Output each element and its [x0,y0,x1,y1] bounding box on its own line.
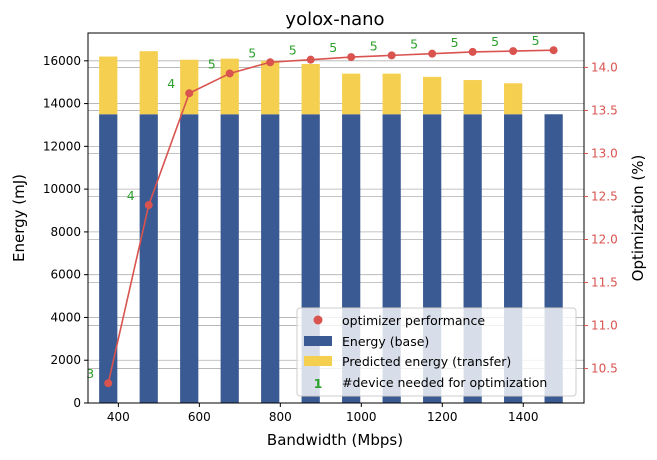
device-count-label: 3 [86,366,94,381]
x-tick-label: 1200 [427,410,458,424]
y-tick-label: 4000 [50,310,81,324]
legend-base-swatch [304,336,332,346]
device-count-label: 5 [410,37,418,52]
device-annotations: 3 4 4 5 5 5 5 5 5 5 5 5 [86,33,539,381]
optimizer-point [225,69,234,78]
bar-transfer [342,73,361,115]
x-tick-label: 1000 [346,410,377,424]
x-tick-label: 400 [107,410,130,424]
bar-transfer [463,80,482,115]
x-axis-label: Bandwidth (Mbps) [267,431,403,449]
device-count-label: 5 [532,33,540,48]
y2-tick-label: 10.5 [591,362,618,376]
y2-tick-label: 13.0 [591,146,618,160]
device-count-label: 5 [370,38,378,53]
bar-base [261,114,280,404]
y-tick-label: 2000 [50,353,81,367]
optimizer-point [266,58,275,67]
y-tick-label: 0 [73,396,81,410]
bar-base [220,114,239,404]
device-count-label: 4 [167,76,175,91]
legend-transfer-swatch [304,356,332,366]
y2-axis-ticks: 10.5 11.0 11.5 12.0 12.5 13.0 13.5 14.0 [584,60,618,376]
y2-tick-label: 12.0 [591,233,618,247]
legend: optimizer performance Energy (base) Pred… [296,307,577,397]
x-tick-label: 600 [188,410,211,424]
legend-entry-base: Energy (base) [342,334,429,349]
y-tick-label: 14000 [43,97,81,111]
optimizer-polyline [107,49,554,384]
device-count-label: 4 [127,188,135,203]
legend-entry-device: #device needed for optimization [342,375,547,390]
y-tick-label: 6000 [50,268,81,282]
optimizer-point [509,47,518,56]
bar-transfer [220,58,239,115]
bar-transfer [382,73,401,115]
y-axis-label: Energy (mJ) [10,174,28,262]
chart-title: yolox-nano [285,9,384,30]
y2-axis-label: Optimization (%) [629,155,647,282]
optimizer-point [306,55,315,64]
optimizer-point [104,379,113,388]
bar-base [99,114,118,404]
optimizer-point [428,49,437,58]
legend-entry-transfer: Predicted energy (transfer) [342,354,511,369]
x-tick-label: 1400 [508,410,539,424]
bar-transfer [301,64,320,115]
optimizer-point [468,47,477,56]
y2-tick-label: 11.0 [591,319,618,333]
device-count-label: 5 [329,40,337,55]
device-count-label: 5 [208,56,216,71]
y2-tick-label: 12.5 [591,189,618,203]
bar-transfer [99,56,118,115]
device-count-label: 5 [289,43,297,58]
optimizer-point [185,89,194,98]
optimizer-point [347,53,356,62]
optimizer-line [104,46,558,388]
legend-box [296,307,577,397]
y-axis-ticks: 0 2000 4000 6000 8000 10000 12000 14000 16000 [43,54,88,410]
x-axis-ticks: 400 600 800 1000 1200 1400 [107,403,539,424]
y-tick-label: 8000 [50,225,81,239]
legend-device-glyph: 1 [314,376,323,391]
y-tick-label: 12000 [43,139,81,153]
bar-transfer [180,59,199,115]
bar-transfer [261,60,280,115]
device-count-label: 5 [451,35,459,50]
legend-entry-optimizer: optimizer performance [342,313,485,328]
bar-transfer [504,83,523,115]
plot-frame [87,32,585,404]
legend-line-marker [313,315,323,325]
y-tick-label: 16000 [43,54,81,68]
device-count-label: 5 [248,45,256,60]
bar-base [180,114,199,404]
bar-base [139,114,158,404]
optimizer-point [549,46,558,55]
y2-tick-label: 11.5 [591,276,618,290]
y2-tick-label: 14.0 [591,60,618,74]
x-tick-label: 800 [269,410,292,424]
optimizer-point [387,51,396,60]
y2-tick-label: 13.5 [591,103,618,117]
y-tick-label: 10000 [43,182,81,196]
bar-transfer [423,76,442,115]
bar-transfer [139,51,158,115]
device-count-label: 5 [491,34,499,49]
optimizer-point [144,201,153,210]
